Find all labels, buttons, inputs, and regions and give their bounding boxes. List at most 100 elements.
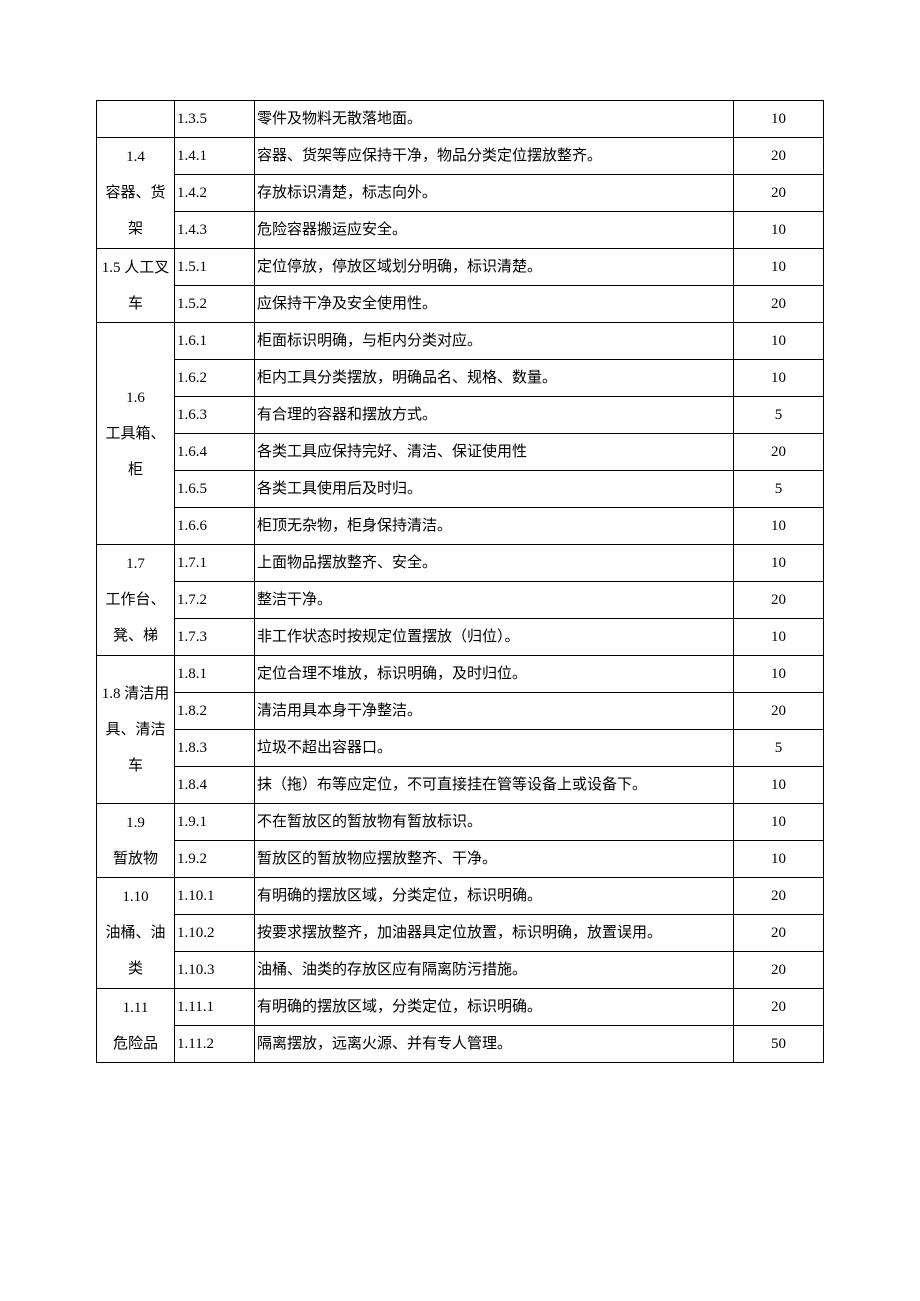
description-cell: 危险容器搬运应安全。: [255, 212, 734, 249]
score-cell: 10: [734, 508, 824, 545]
table-row: 1.10.2按要求摆放整齐，加油器具定位放置，标识明确，放置误用。20: [97, 915, 824, 952]
item-number-cell: 1.7.3: [175, 619, 255, 656]
description-cell: 定位合理不堆放，标识明确，及时归位。: [255, 656, 734, 693]
table-row: 1.4容器、货架1.4.1容器、货架等应保持干净，物品分类定位摆放整齐。20: [97, 138, 824, 175]
category-cell: 1.7工作台、凳、梯: [97, 545, 175, 656]
description-cell: 应保持干净及安全使用性。: [255, 286, 734, 323]
item-number-cell: 1.11.2: [175, 1026, 255, 1063]
score-cell: 10: [734, 101, 824, 138]
description-cell: 上面物品摆放整齐、安全。: [255, 545, 734, 582]
table-row: 1.8.3垃圾不超出容器口。5: [97, 730, 824, 767]
table-row: 1.6.4各类工具应保持完好、清洁、保证使用性20: [97, 434, 824, 471]
category-cell: 1.9暂放物: [97, 804, 175, 878]
description-cell: 垃圾不超出容器口。: [255, 730, 734, 767]
category-cell: 1.4容器、货架: [97, 138, 175, 249]
score-cell: 10: [734, 249, 824, 286]
score-cell: 10: [734, 656, 824, 693]
table-row: 1.4.3危险容器搬运应安全。10: [97, 212, 824, 249]
score-cell: 20: [734, 989, 824, 1026]
description-cell: 柜面标识明确，与柜内分类对应。: [255, 323, 734, 360]
table-row: 1.8.4抹（拖）布等应定位，不可直接挂在管等设备上或设备下。10: [97, 767, 824, 804]
item-number-cell: 1.7.2: [175, 582, 255, 619]
category-cell: [97, 101, 175, 138]
table-row: 1.7.3非工作状态时按规定位置摆放（归位）。10: [97, 619, 824, 656]
item-number-cell: 1.6.6: [175, 508, 255, 545]
table-row: 1.6.6柜顶无杂物，柜身保持清洁。10: [97, 508, 824, 545]
score-cell: 20: [734, 582, 824, 619]
description-cell: 容器、货架等应保持干净，物品分类定位摆放整齐。: [255, 138, 734, 175]
item-number-cell: 1.10.3: [175, 952, 255, 989]
score-cell: 20: [734, 693, 824, 730]
table-row: 1.7工作台、凳、梯1.7.1上面物品摆放整齐、安全。10: [97, 545, 824, 582]
table-row: 1.6.2柜内工具分类摆放，明确品名、规格、数量。10: [97, 360, 824, 397]
item-number-cell: 1.6.4: [175, 434, 255, 471]
item-number-cell: 1.4.1: [175, 138, 255, 175]
description-cell: 非工作状态时按规定位置摆放（归位）。: [255, 619, 734, 656]
table-row: 1.4.2存放标识清楚，标志向外。20: [97, 175, 824, 212]
score-cell: 20: [734, 175, 824, 212]
item-number-cell: 1.8.3: [175, 730, 255, 767]
item-number-cell: 1.9.1: [175, 804, 255, 841]
item-number-cell: 1.4.3: [175, 212, 255, 249]
score-cell: 10: [734, 545, 824, 582]
table-row: 1.3.5零件及物料无散落地面。10: [97, 101, 824, 138]
table-row: 1.11危险品1.11.1有明确的摆放区域，分类定位，标识明确。20: [97, 989, 824, 1026]
score-cell: 20: [734, 138, 824, 175]
description-cell: 按要求摆放整齐，加油器具定位放置，标识明确，放置误用。: [255, 915, 734, 952]
item-number-cell: 1.6.3: [175, 397, 255, 434]
item-number-cell: 1.6.2: [175, 360, 255, 397]
table-row: 1.5 人工叉车1.5.1定位停放，停放区域划分明确，标识清楚。10: [97, 249, 824, 286]
item-number-cell: 1.11.1: [175, 989, 255, 1026]
description-cell: 清洁用具本身干净整洁。: [255, 693, 734, 730]
score-cell: 20: [734, 915, 824, 952]
score-cell: 10: [734, 212, 824, 249]
score-cell: 20: [734, 878, 824, 915]
item-number-cell: 1.10.2: [175, 915, 255, 952]
description-cell: 暂放区的暂放物应摆放整齐、干净。: [255, 841, 734, 878]
item-number-cell: 1.5.2: [175, 286, 255, 323]
score-cell: 5: [734, 730, 824, 767]
score-cell: 5: [734, 397, 824, 434]
item-number-cell: 1.9.2: [175, 841, 255, 878]
table-row: 1.7.2整洁干净。20: [97, 582, 824, 619]
description-cell: 存放标识清楚，标志向外。: [255, 175, 734, 212]
description-cell: 整洁干净。: [255, 582, 734, 619]
item-number-cell: 1.3.5: [175, 101, 255, 138]
score-cell: 50: [734, 1026, 824, 1063]
category-cell: 1.8 清洁用具、清洁车: [97, 656, 175, 804]
item-number-cell: 1.6.1: [175, 323, 255, 360]
description-cell: 隔离摆放，远离火源、并有专人管理。: [255, 1026, 734, 1063]
item-number-cell: 1.4.2: [175, 175, 255, 212]
item-number-cell: 1.5.1: [175, 249, 255, 286]
score-cell: 10: [734, 619, 824, 656]
score-cell: 10: [734, 323, 824, 360]
description-cell: 有明确的摆放区域，分类定位，标识明确。: [255, 989, 734, 1026]
table-row: 1.6工具箱、柜1.6.1柜面标识明确，与柜内分类对应。10: [97, 323, 824, 360]
table-row: 1.9.2暂放区的暂放物应摆放整齐、干净。10: [97, 841, 824, 878]
table-row: 1.6.5各类工具使用后及时归。5: [97, 471, 824, 508]
description-cell: 柜内工具分类摆放，明确品名、规格、数量。: [255, 360, 734, 397]
item-number-cell: 1.10.1: [175, 878, 255, 915]
description-cell: 各类工具使用后及时归。: [255, 471, 734, 508]
table-row: 1.10.3油桶、油类的存放区应有隔离防污措施。20: [97, 952, 824, 989]
table-row: 1.11.2隔离摆放，远离火源、并有专人管理。50: [97, 1026, 824, 1063]
item-number-cell: 1.8.1: [175, 656, 255, 693]
description-cell: 有明确的摆放区域，分类定位，标识明确。: [255, 878, 734, 915]
score-cell: 10: [734, 841, 824, 878]
category-cell: 1.5 人工叉车: [97, 249, 175, 323]
table-row: 1.8 清洁用具、清洁车1.8.1定位合理不堆放，标识明确，及时归位。10: [97, 656, 824, 693]
table-row: 1.6.3有合理的容器和摆放方式。5: [97, 397, 824, 434]
description-cell: 抹（拖）布等应定位，不可直接挂在管等设备上或设备下。: [255, 767, 734, 804]
category-cell: 1.10油桶、油类: [97, 878, 175, 989]
score-cell: 20: [734, 286, 824, 323]
description-cell: 油桶、油类的存放区应有隔离防污措施。: [255, 952, 734, 989]
table-row: 1.10油桶、油类1.10.1有明确的摆放区域，分类定位，标识明确。20: [97, 878, 824, 915]
description-cell: 有合理的容器和摆放方式。: [255, 397, 734, 434]
description-cell: 定位停放，停放区域划分明确，标识清楚。: [255, 249, 734, 286]
score-cell: 10: [734, 804, 824, 841]
description-cell: 零件及物料无散落地面。: [255, 101, 734, 138]
category-cell: 1.11危险品: [97, 989, 175, 1063]
table-row: 1.8.2清洁用具本身干净整洁。20: [97, 693, 824, 730]
item-number-cell: 1.8.4: [175, 767, 255, 804]
evaluation-table: 1.3.5零件及物料无散落地面。101.4容器、货架1.4.1容器、货架等应保持…: [96, 100, 824, 1063]
